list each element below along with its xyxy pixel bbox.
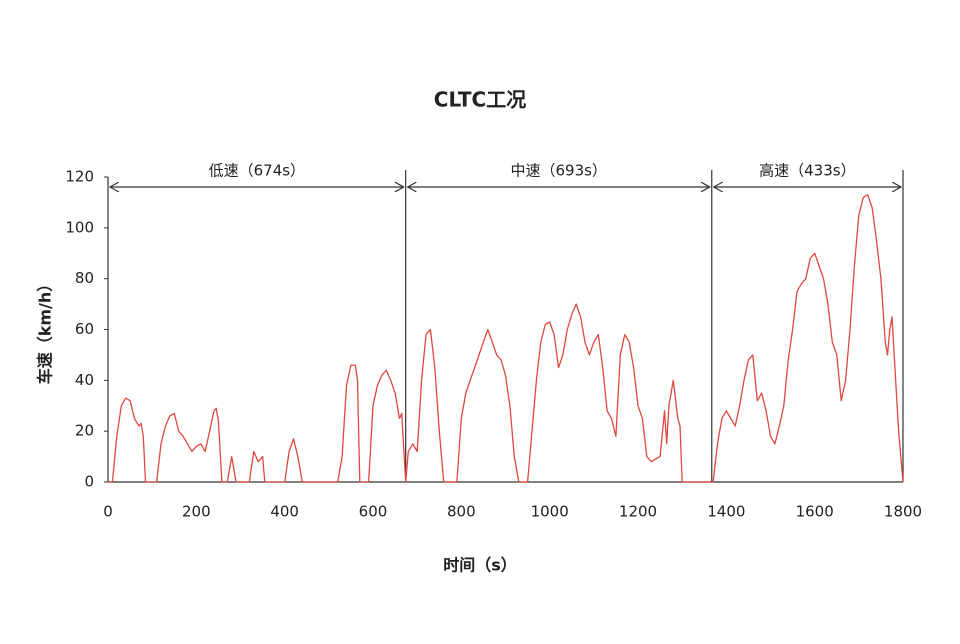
x-tick-label: 400 [270, 503, 299, 521]
x-tick-label: 1200 [619, 503, 657, 521]
y-tick-label: 20 [75, 422, 94, 440]
chart-title: CLTC工况 [434, 88, 526, 112]
x-tick-label: 1400 [707, 503, 745, 521]
x-tick-label: 1000 [531, 503, 569, 521]
y-axis-label: 车速（km/h） [36, 276, 55, 385]
x-tick-label: 1800 [884, 503, 922, 521]
segment-label: 高速（433s） [759, 162, 855, 180]
x-tick-label: 1600 [796, 503, 834, 521]
segment-label: 低速（674s） [209, 162, 305, 180]
x-tick-label: 800 [447, 503, 476, 521]
x-tick-label: 0 [103, 503, 113, 521]
segment-label: 中速（693s） [510, 162, 606, 180]
speed-line [108, 194, 904, 483]
y-tick-label: 0 [84, 473, 94, 491]
x-tick-label: 200 [182, 503, 211, 521]
y-tick-label: 60 [75, 320, 94, 338]
x-tick-label: 600 [359, 503, 388, 521]
x-axis-label: 时间（s） [443, 556, 517, 575]
y-tick-label: 100 [65, 218, 94, 236]
y-tick-label: 40 [75, 371, 94, 389]
y-tick-label: 120 [65, 168, 94, 186]
y-tick-label: 80 [75, 269, 94, 287]
